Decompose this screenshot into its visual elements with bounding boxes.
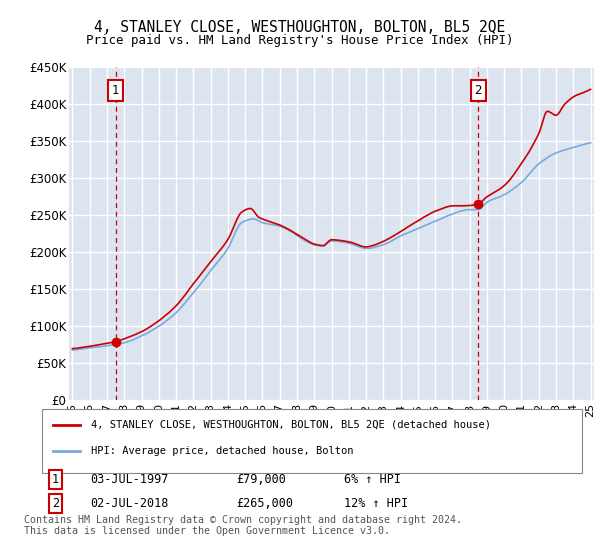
Text: Contains HM Land Registry data © Crown copyright and database right 2024.
This d: Contains HM Land Registry data © Crown c…: [23, 515, 461, 536]
Text: 2: 2: [475, 84, 482, 97]
Text: 02-JUL-2018: 02-JUL-2018: [91, 497, 169, 510]
Text: HPI: Average price, detached house, Bolton: HPI: Average price, detached house, Bolt…: [91, 446, 353, 456]
Text: 03-JUL-1997: 03-JUL-1997: [91, 473, 169, 486]
Text: 12% ↑ HPI: 12% ↑ HPI: [344, 497, 409, 510]
Text: 1: 1: [52, 473, 59, 486]
Text: £265,000: £265,000: [236, 497, 293, 510]
Text: 4, STANLEY CLOSE, WESTHOUGHTON, BOLTON, BL5 2QE: 4, STANLEY CLOSE, WESTHOUGHTON, BOLTON, …: [94, 20, 506, 35]
Text: 1: 1: [112, 84, 119, 97]
Text: 4, STANLEY CLOSE, WESTHOUGHTON, BOLTON, BL5 2QE (detached house): 4, STANLEY CLOSE, WESTHOUGHTON, BOLTON, …: [91, 420, 491, 430]
FancyBboxPatch shape: [42, 409, 582, 473]
Text: Price paid vs. HM Land Registry's House Price Index (HPI): Price paid vs. HM Land Registry's House …: [86, 34, 514, 46]
Text: £79,000: £79,000: [236, 473, 286, 486]
Text: 2: 2: [52, 497, 59, 510]
Text: 6% ↑ HPI: 6% ↑ HPI: [344, 473, 401, 486]
